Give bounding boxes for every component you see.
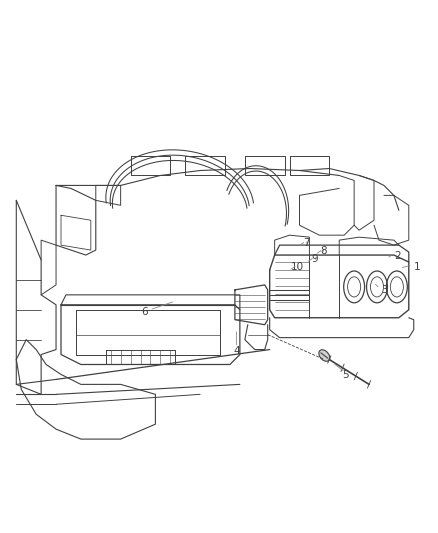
Text: 6: 6 <box>142 306 148 317</box>
Text: 2: 2 <box>394 251 401 261</box>
Text: 10: 10 <box>291 262 304 271</box>
Text: 4: 4 <box>233 346 240 357</box>
Text: 5: 5 <box>342 370 349 380</box>
Text: 9: 9 <box>311 254 318 263</box>
Text: 1: 1 <box>414 262 420 271</box>
Ellipse shape <box>319 350 330 361</box>
Text: 8: 8 <box>320 246 327 256</box>
Text: 3: 3 <box>381 285 388 295</box>
Text: 7: 7 <box>303 238 309 248</box>
